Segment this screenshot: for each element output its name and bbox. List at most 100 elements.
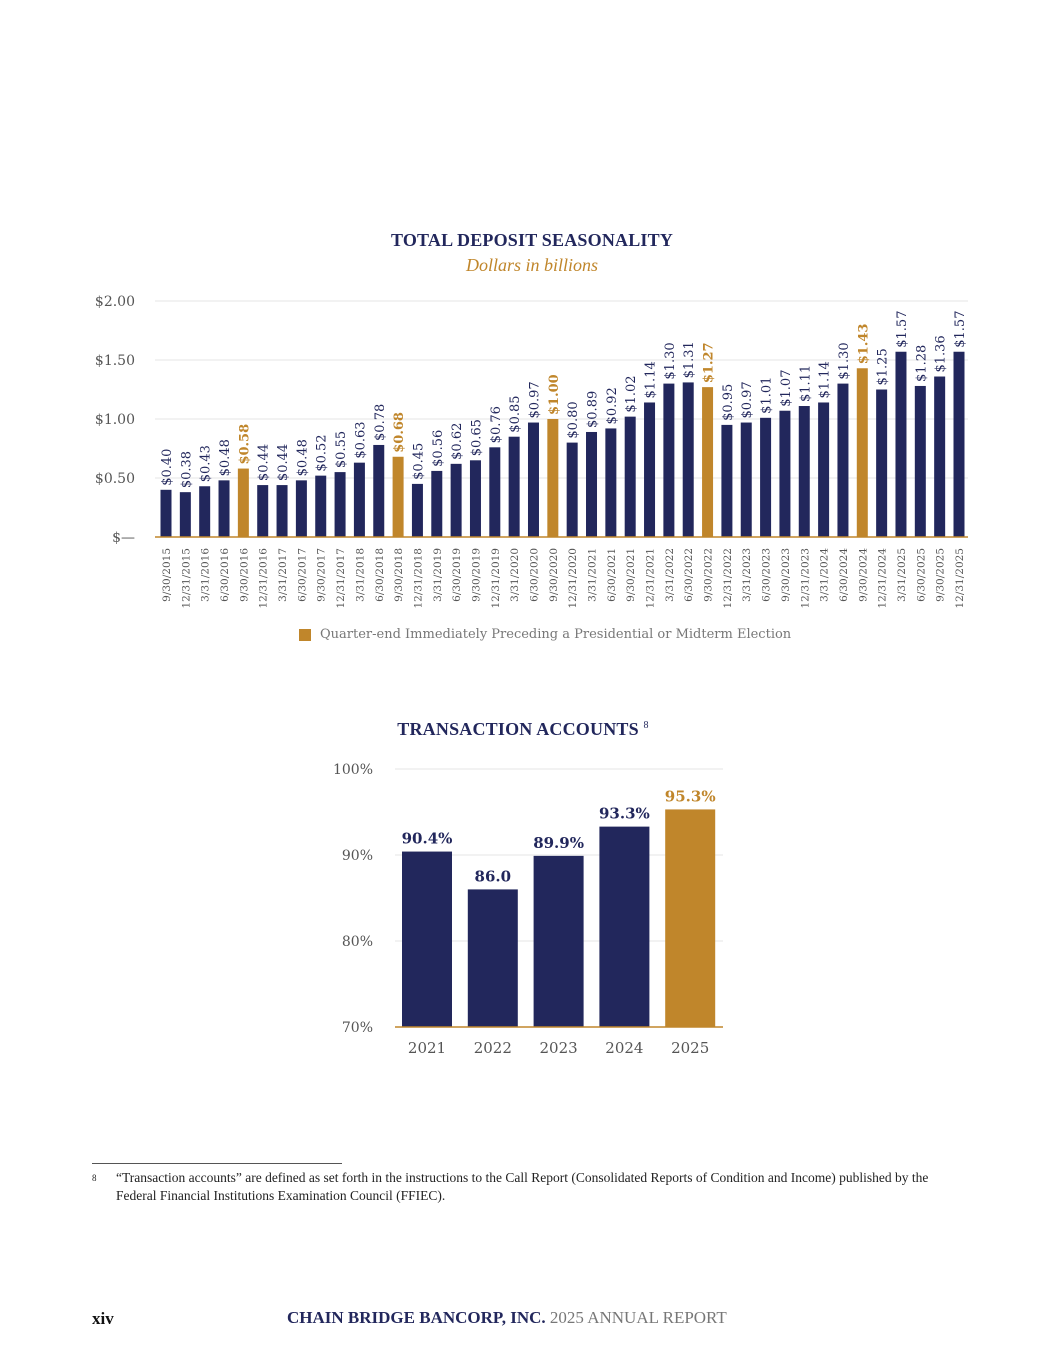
bar — [353, 462, 365, 537]
bar — [392, 456, 404, 537]
bar — [665, 809, 716, 1027]
bar — [237, 468, 249, 537]
data-label: $1.01 — [760, 377, 775, 414]
data-label: $1.07 — [779, 370, 794, 407]
bar — [334, 472, 346, 537]
x-tick-label: 9/30/2017 — [316, 548, 328, 602]
data-label: $0.56 — [431, 430, 446, 467]
bar — [402, 851, 452, 1027]
footnote-divider — [92, 1163, 342, 1164]
x-tick-label: 3/31/2018 — [354, 548, 366, 602]
x-tick-label: 3/31/2017 — [277, 548, 289, 602]
bar — [779, 410, 791, 537]
data-label: $1.30 — [663, 342, 678, 379]
x-tick-label: 12/31/2017 — [335, 548, 347, 609]
data-label: $0.95 — [721, 384, 736, 421]
data-label: $1.02 — [624, 375, 639, 412]
data-label: $1.43 — [856, 324, 871, 365]
bar — [411, 483, 423, 537]
bar — [798, 406, 810, 537]
data-label: $0.38 — [179, 451, 194, 488]
x-tick-label: 3/31/2020 — [509, 548, 521, 602]
x-tick-label: 12/31/2021 — [645, 548, 657, 609]
data-label: 86.0 — [475, 867, 512, 885]
bar — [914, 385, 926, 537]
bar — [257, 485, 269, 537]
data-label: $1.57 — [953, 311, 968, 348]
data-label: $1.00 — [547, 374, 562, 415]
data-label: $0.65 — [469, 419, 484, 456]
x-tick-label: 6/30/2022 — [683, 548, 695, 602]
data-label: $1.30 — [837, 342, 852, 379]
data-label: $1.57 — [895, 311, 910, 348]
data-label: $0.68 — [392, 412, 407, 453]
bar — [508, 436, 520, 537]
bar — [315, 475, 327, 537]
data-label: $0.52 — [315, 434, 330, 471]
data-label: $1.36 — [934, 335, 949, 372]
data-label: $1.27 — [702, 342, 717, 383]
x-tick-label: 2024 — [605, 1039, 643, 1057]
x-tick-label: 3/31/2016 — [200, 548, 212, 602]
bar — [566, 442, 578, 537]
footnote-marker: 8 — [92, 1173, 97, 1183]
data-label: 89.9% — [533, 834, 584, 852]
transaction-accounts-chart: 70% 80% 90% 100% 90.4% 2021 86.0 2022 89.9% 2023 9… — [333, 762, 723, 1057]
x-tick-label: 6/30/2019 — [451, 548, 463, 602]
x-tick-label: 6/30/2025 — [915, 548, 927, 602]
bar — [199, 486, 211, 537]
bar — [533, 855, 584, 1027]
chart-legend: Quarter-end Immediately Preceding a Pres… — [299, 627, 791, 642]
x-tick-label: 12/31/2015 — [180, 548, 192, 609]
x-tick-label: 3/31/2021 — [587, 548, 599, 602]
y-tick-label: 90% — [342, 848, 373, 864]
bar — [876, 389, 888, 537]
legend-swatch — [299, 628, 311, 641]
y-tick-label: $1.00 — [95, 412, 135, 428]
bar — [373, 444, 385, 537]
y-tick-label: $2.00 — [95, 294, 135, 310]
data-label: $1.25 — [876, 348, 891, 385]
data-label: $0.85 — [508, 395, 523, 432]
bar — [624, 416, 636, 537]
legend-label: Quarter-end Immediately Preceding a Pres… — [320, 627, 792, 642]
bar — [605, 428, 617, 537]
x-tick-label: 3/31/2023 — [741, 548, 753, 602]
bar — [663, 383, 675, 537]
data-label: $0.58 — [237, 424, 252, 465]
data-label: $1.31 — [682, 341, 697, 378]
bar — [218, 480, 230, 537]
transaction-chart-title: TRANSACTION ACCOUNTS 8 — [0, 719, 1046, 740]
bar — [469, 460, 481, 537]
data-label: $0.45 — [411, 443, 426, 480]
data-label: $0.89 — [586, 391, 601, 428]
x-tick-label: 9/30/2022 — [703, 548, 715, 602]
x-tick-label: 12/31/2016 — [258, 548, 270, 609]
footer-title: CHAIN BRIDGE BANCORP, INC. 2025 ANNUAL R… — [287, 1308, 727, 1328]
x-tick-label: 2025 — [671, 1039, 709, 1057]
x-tick-label: 2023 — [540, 1039, 578, 1057]
bar — [837, 383, 849, 537]
bar — [489, 447, 501, 537]
y-tick-label: 70% — [342, 1020, 373, 1036]
bar — [740, 422, 752, 537]
x-tick-label: 12/31/2023 — [799, 548, 811, 609]
data-label: $1.14 — [818, 361, 833, 398]
data-label: $0.62 — [450, 423, 465, 460]
bar — [467, 889, 518, 1027]
y-tick-label: $0.50 — [95, 471, 135, 487]
page-number: xiv — [92, 1309, 114, 1328]
data-label: $0.40 — [160, 449, 175, 486]
x-tick-label: 12/31/2025 — [954, 548, 966, 609]
x-tick-label: 3/31/2024 — [819, 548, 831, 602]
data-label: $0.92 — [605, 387, 620, 424]
y-tick-label: 100% — [333, 762, 373, 778]
bar — [702, 387, 714, 537]
x-tick-label: 12/31/2019 — [490, 548, 502, 609]
x-tick-label: 12/31/2022 — [722, 548, 734, 609]
bar — [818, 402, 830, 537]
data-label: $0.44 — [276, 444, 291, 481]
deposit-seasonality-chart: $— $0.50 $1.00 $1.50 $2.00 $0.40 9/30/2015 $0.3… — [95, 294, 968, 609]
x-tick-label: 2022 — [474, 1039, 512, 1057]
